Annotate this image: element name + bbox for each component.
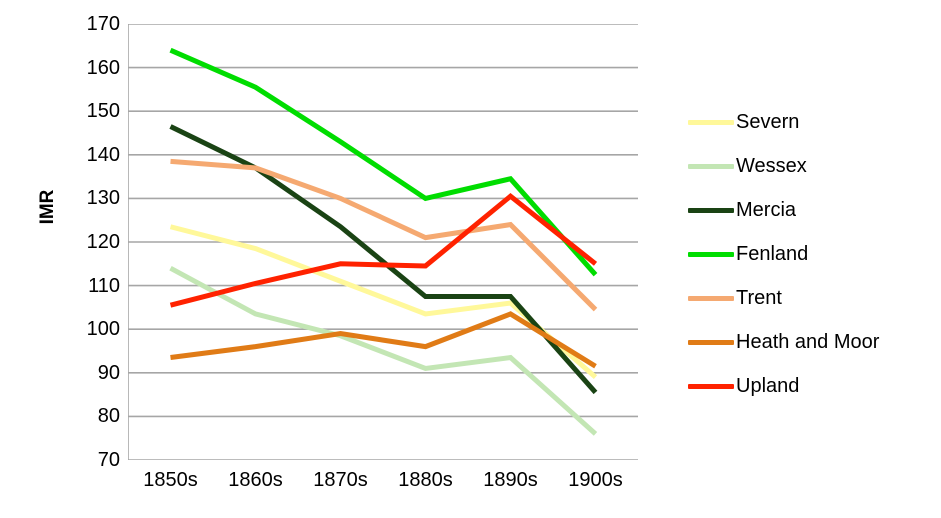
y-tick-label: 70 bbox=[97, 449, 120, 471]
legend-label: Mercia bbox=[736, 199, 797, 221]
legend-item-heath-and-moor[interactable]: Heath and Moor bbox=[688, 320, 928, 364]
series-line-heath-and-moor bbox=[170, 311, 597, 369]
series-line-trent bbox=[170, 158, 598, 312]
legend-swatch-icon bbox=[688, 251, 734, 257]
x-tick-label: 1880s bbox=[398, 469, 453, 491]
y-tick-label: 80 bbox=[97, 405, 120, 428]
y-tick-label: 160 bbox=[86, 56, 120, 79]
legend-swatch-icon bbox=[688, 383, 734, 389]
y-tick-label: 140 bbox=[86, 143, 120, 166]
x-tick-label: 1900s bbox=[568, 469, 623, 491]
series-line-fenland bbox=[169, 47, 598, 277]
legend-swatch-icon bbox=[688, 339, 734, 345]
y-tick-label: 100 bbox=[86, 318, 120, 341]
x-tick-label: 1870s bbox=[313, 469, 368, 491]
legend-swatch-icon bbox=[688, 207, 734, 213]
legend-item-wessex[interactable]: Wessex bbox=[688, 144, 928, 188]
x-tick-label: 1890s bbox=[483, 469, 538, 491]
y-axis-title: IMR bbox=[37, 189, 58, 225]
legend-label: Wessex bbox=[736, 155, 807, 177]
legend-label: Trent bbox=[736, 287, 782, 309]
legend-swatch-icon bbox=[688, 163, 734, 169]
legend-label: Upland bbox=[736, 375, 800, 397]
x-axis-tick-labels: 1850s 1860s 1870s 1880s 1890s 1900s bbox=[128, 470, 638, 504]
x-tick-label: 1850s bbox=[143, 469, 198, 491]
y-tick-label: 130 bbox=[86, 187, 120, 210]
legend-label: Fenland bbox=[736, 243, 809, 265]
legend-swatch-icon bbox=[688, 119, 734, 125]
legend: Severn Wessex Mercia Fenland Trent Heath and … bbox=[688, 100, 928, 408]
series-line-mercia bbox=[169, 124, 598, 395]
legend-swatch-icon bbox=[688, 295, 734, 301]
legend-item-mercia[interactable]: Mercia bbox=[688, 188, 928, 232]
series-line-wessex bbox=[169, 265, 598, 436]
x-tick-label: 1860s bbox=[228, 469, 283, 491]
y-tick-label: 110 bbox=[88, 274, 120, 297]
legend-label: Heath and Moor bbox=[736, 331, 880, 353]
series-line-upland bbox=[169, 193, 598, 308]
legend-label: Severn bbox=[736, 111, 800, 133]
y-tick-label: 120 bbox=[86, 231, 120, 253]
y-tick-label: 170 bbox=[86, 13, 120, 35]
y-tick-label: 90 bbox=[97, 361, 120, 384]
y-axis-tick-labels: 170 160 150 140 130 120 110 100 90 80 70 bbox=[60, 0, 120, 518]
legend-item-fenland[interactable]: Fenland bbox=[688, 232, 928, 276]
legend-item-trent[interactable]: Trent bbox=[688, 276, 928, 320]
y-tick-label: 150 bbox=[86, 100, 120, 123]
plot-svg bbox=[128, 24, 638, 460]
legend-item-severn[interactable]: Severn bbox=[688, 100, 928, 144]
plot-area bbox=[128, 24, 638, 460]
legend-item-upland[interactable]: Upland bbox=[688, 364, 928, 408]
